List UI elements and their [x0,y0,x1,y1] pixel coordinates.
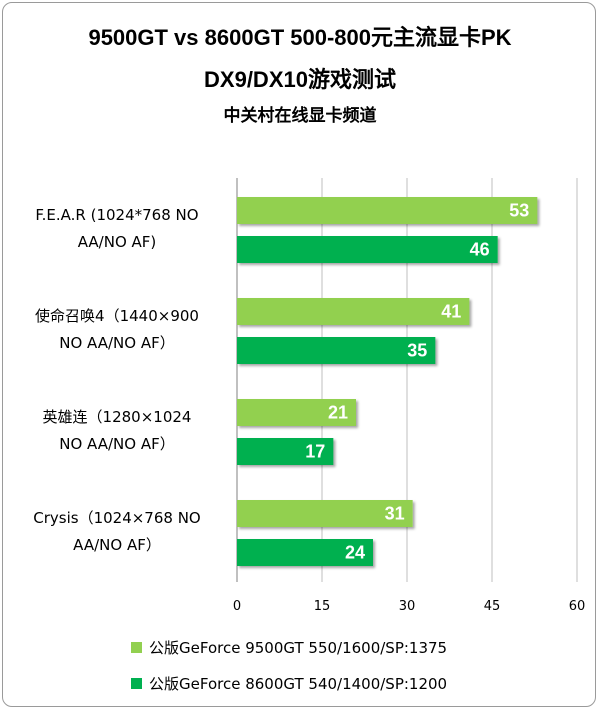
x-tick-labels: 0 15 30 45 60 [233,599,585,614]
bar [237,438,334,465]
category-label: AA/NO AF） [73,536,161,554]
chart-source: 中关村在线显卡频道 [223,106,377,125]
category-label: F.E.A.R (1024*768 NO [35,206,198,224]
bar [237,539,373,566]
bar-value-label: 31 [385,504,405,524]
legend-swatch [131,642,142,653]
category-label: NO AA/NO AF） [59,334,174,352]
bar-value-label: 17 [305,442,325,462]
bar-value-label: 53 [509,201,529,221]
category-label: Crysis（1024×768 NO [33,509,200,527]
legend-swatch [131,678,142,689]
legend: 公版GeForce 9500GT 550/1600/SP:1375 公版GeFor… [131,639,447,693]
legend-label: 公版GeForce 9500GT 550/1600/SP:1375 [149,639,447,657]
x-tick-label: 0 [233,599,241,614]
x-tick-label: 15 [314,599,331,614]
category-label: AA/NO AF) [78,233,157,251]
bar-value-label: 35 [407,341,427,361]
chart-subtitle: DX9/DX10游戏测试 [204,67,396,92]
x-tick-label: 30 [399,599,416,614]
bar-value-label: 46 [470,240,490,260]
bar [237,399,356,426]
bar [237,236,498,263]
bar [237,298,470,325]
category-label: 英雄连（1280×1024 [43,408,192,426]
bar [237,500,413,527]
category-label: 使命召唤4（1440×900 [35,307,199,325]
x-tick-label: 45 [484,599,501,614]
chart-title: 9500GT vs 8600GT 500-800元主流显卡PK [88,25,512,50]
x-tick-label: 60 [569,599,586,614]
category-labels: F.E.A.R (1024*768 NO AA/NO AF) 使命召唤4（1440×… [33,206,200,554]
category-label: NO AA/NO AF） [59,435,174,453]
bar-value-label: 21 [328,403,348,423]
bar [237,337,436,364]
bar-value-label: 24 [345,543,365,563]
bar [237,197,538,224]
legend-label: 公版GeForce 8600GT 540/1400/SP:1200 [149,675,447,693]
bar-value-label: 41 [441,302,461,322]
